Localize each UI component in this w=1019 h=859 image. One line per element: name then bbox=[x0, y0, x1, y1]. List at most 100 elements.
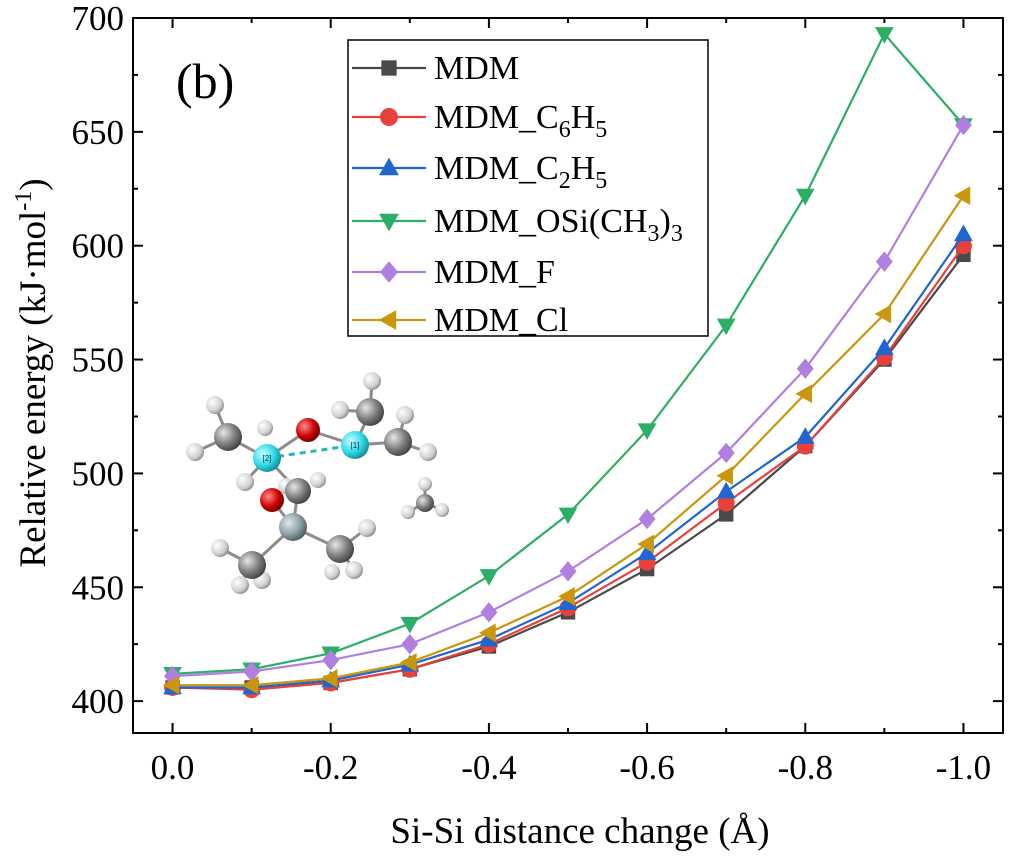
y-tick-label: 500 bbox=[72, 454, 125, 493]
x-axis-title: Si-Si distance change (Å) bbox=[390, 811, 769, 852]
legend-label: MDM_F bbox=[434, 254, 555, 291]
data-point bbox=[717, 442, 735, 464]
data-point bbox=[716, 466, 733, 486]
data-point bbox=[320, 669, 338, 688]
inset-hydrogen-atom bbox=[324, 564, 340, 580]
legend-box bbox=[347, 39, 709, 337]
legend-label-subscript: 3 bbox=[647, 221, 659, 247]
data-point bbox=[637, 543, 657, 560]
molecule-structure-inset: [2] [1] bbox=[186, 372, 449, 594]
data-point bbox=[322, 649, 340, 671]
inset-hydrogen-atom bbox=[363, 372, 381, 390]
inset-hydrogen-atom bbox=[236, 473, 254, 491]
legend-label-subscript: 2 bbox=[559, 168, 571, 194]
y-axis-title-superscript: -1 bbox=[11, 191, 37, 211]
legend-label: MDM bbox=[434, 50, 519, 87]
data-point bbox=[954, 114, 972, 136]
y-tick-label: 600 bbox=[72, 227, 125, 266]
data-point bbox=[400, 616, 420, 634]
legend-label-part: MDM_OSi(CH bbox=[434, 203, 647, 240]
inset-hydrogen-atom bbox=[401, 505, 415, 519]
legend-marker bbox=[380, 261, 398, 283]
data-point bbox=[400, 653, 417, 672]
data-point bbox=[718, 507, 734, 522]
legend-label-part: H bbox=[571, 150, 596, 187]
legend-label-part: MDM_C bbox=[434, 99, 559, 136]
data-point bbox=[558, 507, 578, 525]
legend-label: MDM_Cl bbox=[434, 302, 568, 339]
inset-hydrogen-atom bbox=[231, 576, 249, 594]
x-tick-label: -0.6 bbox=[619, 748, 674, 787]
y-axis-title-end: ) bbox=[13, 178, 54, 190]
inset-si-si-dashed-bond bbox=[266, 443, 356, 460]
y-tick-label: 400 bbox=[72, 682, 125, 721]
inset-hydrogen-atom bbox=[310, 472, 326, 488]
y-tick-label: 650 bbox=[72, 113, 125, 152]
data-point bbox=[162, 675, 180, 695]
axes-layer: 0.0 -0.2 -0.4 -0.6 -0.8 -1.0 400 450 500 550 600 65… bbox=[72, 0, 1004, 787]
legend-label-subscript: 5 bbox=[595, 117, 607, 143]
y-tick-label: 550 bbox=[72, 341, 125, 380]
x-tick-label: -0.8 bbox=[778, 748, 833, 787]
legend-entry: MDM bbox=[352, 50, 519, 87]
inset-hydrogen-atom bbox=[358, 519, 376, 537]
y-tick-label: 700 bbox=[72, 0, 125, 38]
data-point bbox=[480, 602, 498, 623]
inset-hydrogen-atom bbox=[396, 406, 414, 424]
legend-entry: MDM_C6H5 bbox=[352, 99, 607, 143]
inset-carbon-atom bbox=[356, 398, 384, 426]
legend-label-part: MDM_F bbox=[434, 254, 555, 291]
data-point bbox=[637, 423, 657, 440]
data-point bbox=[717, 494, 735, 512]
inset-silicon-atom bbox=[279, 513, 307, 541]
y-tick-label: 450 bbox=[72, 568, 125, 607]
legend-entry: MDM_F bbox=[352, 254, 555, 291]
data-point bbox=[558, 587, 575, 606]
legend-entry: MDM_C2H5 bbox=[352, 150, 607, 194]
legend-marker bbox=[378, 310, 397, 330]
x-tick-label: -0.2 bbox=[303, 748, 358, 787]
data-point bbox=[241, 675, 259, 695]
data-point bbox=[875, 251, 893, 272]
inset-hydrogen-atom bbox=[257, 420, 273, 436]
legend-marker bbox=[379, 157, 399, 176]
legend-marker bbox=[381, 60, 397, 76]
inset-hydrogen-atom bbox=[206, 396, 224, 414]
data-point bbox=[716, 481, 736, 499]
inset-carbon-atom bbox=[214, 423, 242, 451]
data-point bbox=[795, 188, 815, 206]
legend-label-part: MDM_C bbox=[434, 150, 559, 187]
legend-entry: MDM_Cl bbox=[352, 302, 568, 339]
legend-label-part: H bbox=[571, 99, 596, 136]
legend-label: MDM_OSi(CH3)3 bbox=[434, 203, 683, 247]
inset-atom-label-1: [1] bbox=[351, 441, 360, 450]
legend: MDMMDM_C6H5MDM_C2H5MDM_OSi(CH3)3MDM_FMDM… bbox=[347, 39, 709, 339]
x-tick-label: 0.0 bbox=[151, 748, 195, 787]
legend-label-part: ) bbox=[659, 203, 670, 240]
legend-label: MDM_C6H5 bbox=[434, 99, 607, 143]
inset-hydrogen-atom bbox=[331, 401, 349, 419]
x-tick-label: -0.4 bbox=[461, 748, 516, 787]
legend-label-subscript: 6 bbox=[559, 117, 571, 143]
inset-carbon-atom bbox=[416, 494, 434, 512]
inset-hydrogen-atom bbox=[418, 477, 432, 491]
inset-atom-label-2: [2] bbox=[263, 454, 272, 463]
data-point bbox=[796, 358, 814, 379]
panel-label: (b) bbox=[176, 53, 234, 109]
legend-label-part: MDM bbox=[434, 50, 519, 87]
data-point bbox=[479, 623, 496, 643]
inset-carbon-atom bbox=[384, 428, 412, 456]
data-point bbox=[243, 661, 261, 682]
legend-label-part: MDM_Cl bbox=[434, 302, 568, 339]
data-point bbox=[401, 633, 419, 655]
inset-hydrogen-atom bbox=[435, 503, 449, 517]
data-point bbox=[559, 561, 577, 582]
inset-hydrogen-atom bbox=[186, 443, 204, 461]
data-point bbox=[875, 27, 894, 44]
inset-hydrogen-atom bbox=[211, 539, 229, 557]
series-mdm-f bbox=[164, 114, 972, 687]
legend-marker bbox=[379, 213, 399, 232]
inset-oxygen-atom bbox=[296, 418, 320, 442]
data-point bbox=[795, 384, 813, 404]
